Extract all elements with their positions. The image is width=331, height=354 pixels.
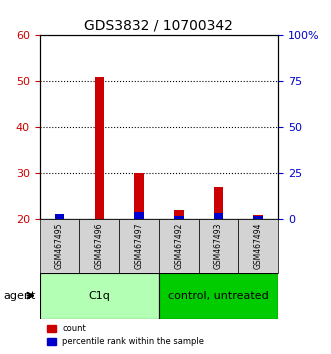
FancyBboxPatch shape bbox=[40, 273, 159, 319]
Text: GSM467492: GSM467492 bbox=[174, 223, 183, 269]
Text: GSM467496: GSM467496 bbox=[95, 223, 104, 269]
Text: control, untreated: control, untreated bbox=[168, 291, 269, 301]
Bar bbox=[95, 218, 104, 219]
Bar bbox=[254, 216, 263, 219]
Bar bbox=[134, 173, 144, 219]
Text: C1q: C1q bbox=[88, 291, 110, 301]
FancyBboxPatch shape bbox=[159, 219, 199, 273]
Bar bbox=[134, 212, 144, 219]
FancyBboxPatch shape bbox=[238, 219, 278, 273]
Text: GSM467493: GSM467493 bbox=[214, 223, 223, 269]
Text: agent: agent bbox=[3, 291, 36, 301]
Bar bbox=[174, 210, 183, 219]
FancyBboxPatch shape bbox=[119, 219, 159, 273]
Bar bbox=[55, 215, 64, 219]
Legend: count, percentile rank within the sample: count, percentile rank within the sample bbox=[44, 321, 208, 350]
Text: GSM467495: GSM467495 bbox=[55, 223, 64, 269]
Text: GSM467494: GSM467494 bbox=[254, 223, 263, 269]
Bar bbox=[174, 216, 183, 219]
FancyBboxPatch shape bbox=[159, 273, 278, 319]
Bar bbox=[214, 187, 223, 219]
Bar bbox=[95, 77, 104, 219]
Bar bbox=[254, 215, 263, 219]
FancyBboxPatch shape bbox=[40, 219, 79, 273]
Bar bbox=[214, 213, 223, 219]
Bar bbox=[55, 214, 64, 219]
FancyBboxPatch shape bbox=[79, 219, 119, 273]
FancyBboxPatch shape bbox=[199, 219, 238, 273]
Title: GDS3832 / 10700342: GDS3832 / 10700342 bbox=[84, 19, 233, 33]
Text: GSM467497: GSM467497 bbox=[134, 223, 144, 269]
